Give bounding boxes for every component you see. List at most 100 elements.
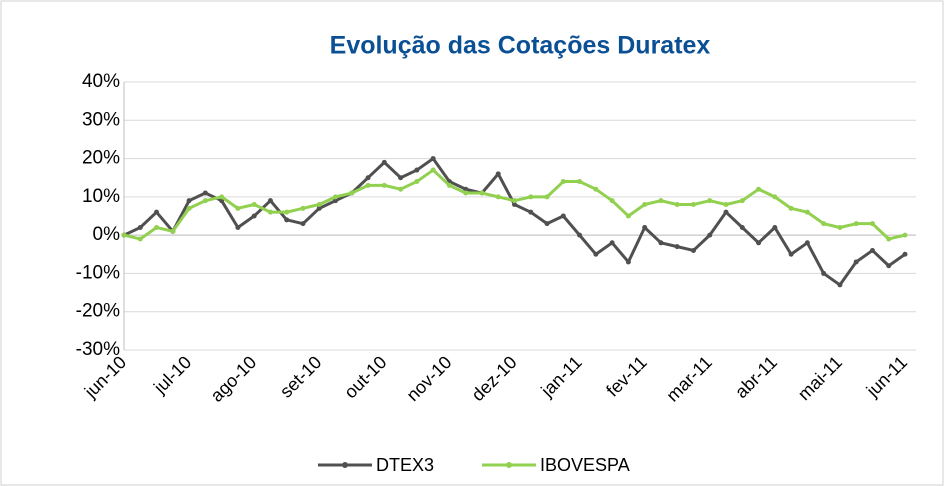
point (902, 232, 908, 238)
point (772, 224, 778, 230)
point (479, 190, 485, 196)
legend-marker (342, 462, 348, 468)
point (398, 186, 404, 192)
point (707, 232, 713, 238)
point (853, 259, 859, 265)
point (333, 198, 339, 204)
point (528, 209, 534, 215)
point (544, 194, 550, 200)
point (512, 198, 517, 204)
legend-label: DTEX3 (376, 455, 434, 475)
point (235, 224, 241, 230)
point (512, 202, 517, 208)
point (202, 190, 208, 196)
point (414, 179, 420, 185)
point (316, 205, 322, 211)
point (186, 198, 192, 204)
point (642, 202, 648, 208)
point (202, 198, 208, 204)
point (300, 221, 306, 227)
point (886, 236, 892, 242)
y-tick-label: -20% (76, 301, 120, 322)
y-tick-label: -30% (76, 339, 120, 360)
point (495, 171, 501, 177)
point (381, 159, 387, 165)
point (577, 179, 583, 185)
point (316, 202, 322, 208)
point (154, 224, 160, 230)
point (772, 194, 778, 200)
point (837, 224, 843, 230)
point (853, 221, 859, 227)
point (446, 182, 452, 188)
point (690, 247, 696, 253)
point (154, 209, 160, 215)
point (381, 182, 387, 188)
point (284, 217, 290, 223)
legend-label: IBOVESPA (540, 455, 630, 475)
y-tick-label: 30% (82, 109, 120, 130)
chart-title: Evolução das Cotações Duratex (330, 32, 711, 60)
point (593, 251, 599, 257)
point (658, 240, 664, 246)
point (267, 198, 273, 204)
point (609, 198, 615, 204)
point (804, 240, 810, 246)
point (609, 240, 615, 246)
point (251, 202, 257, 208)
point (560, 213, 566, 219)
point (593, 186, 599, 192)
point (674, 202, 680, 208)
point (267, 209, 273, 215)
point (886, 263, 892, 269)
point (170, 228, 176, 234)
point (577, 232, 583, 238)
y-tick-label: 0% (93, 224, 121, 245)
point (674, 244, 680, 250)
y-tick-label: -10% (76, 262, 120, 283)
point (137, 236, 143, 242)
point (121, 232, 127, 238)
point (560, 179, 566, 185)
point (300, 205, 306, 211)
point (756, 240, 762, 246)
point (284, 209, 290, 215)
point (186, 205, 192, 211)
point (690, 202, 696, 208)
point (723, 202, 729, 208)
point (365, 182, 371, 188)
point (528, 194, 534, 200)
point (251, 213, 257, 219)
point (463, 186, 469, 192)
point (707, 198, 713, 204)
y-tick-label: 10% (82, 186, 120, 207)
point (642, 224, 648, 230)
point (219, 194, 225, 200)
point (625, 259, 631, 265)
point (495, 194, 501, 200)
point (739, 198, 745, 204)
point (788, 205, 794, 211)
point (463, 190, 469, 196)
point (658, 198, 664, 204)
point (365, 175, 371, 181)
y-tick-label: 20% (82, 148, 120, 169)
point (788, 251, 794, 257)
point (333, 194, 339, 200)
point (137, 224, 143, 230)
point (756, 186, 762, 192)
y-tick-label: 40% (82, 71, 120, 92)
point (902, 251, 908, 257)
point (869, 247, 875, 253)
point (235, 205, 241, 211)
point (625, 213, 631, 219)
point (349, 190, 355, 196)
point (430, 156, 436, 162)
point (723, 209, 729, 215)
point (837, 282, 843, 288)
point (821, 270, 827, 276)
point (804, 209, 810, 215)
point (414, 167, 420, 173)
